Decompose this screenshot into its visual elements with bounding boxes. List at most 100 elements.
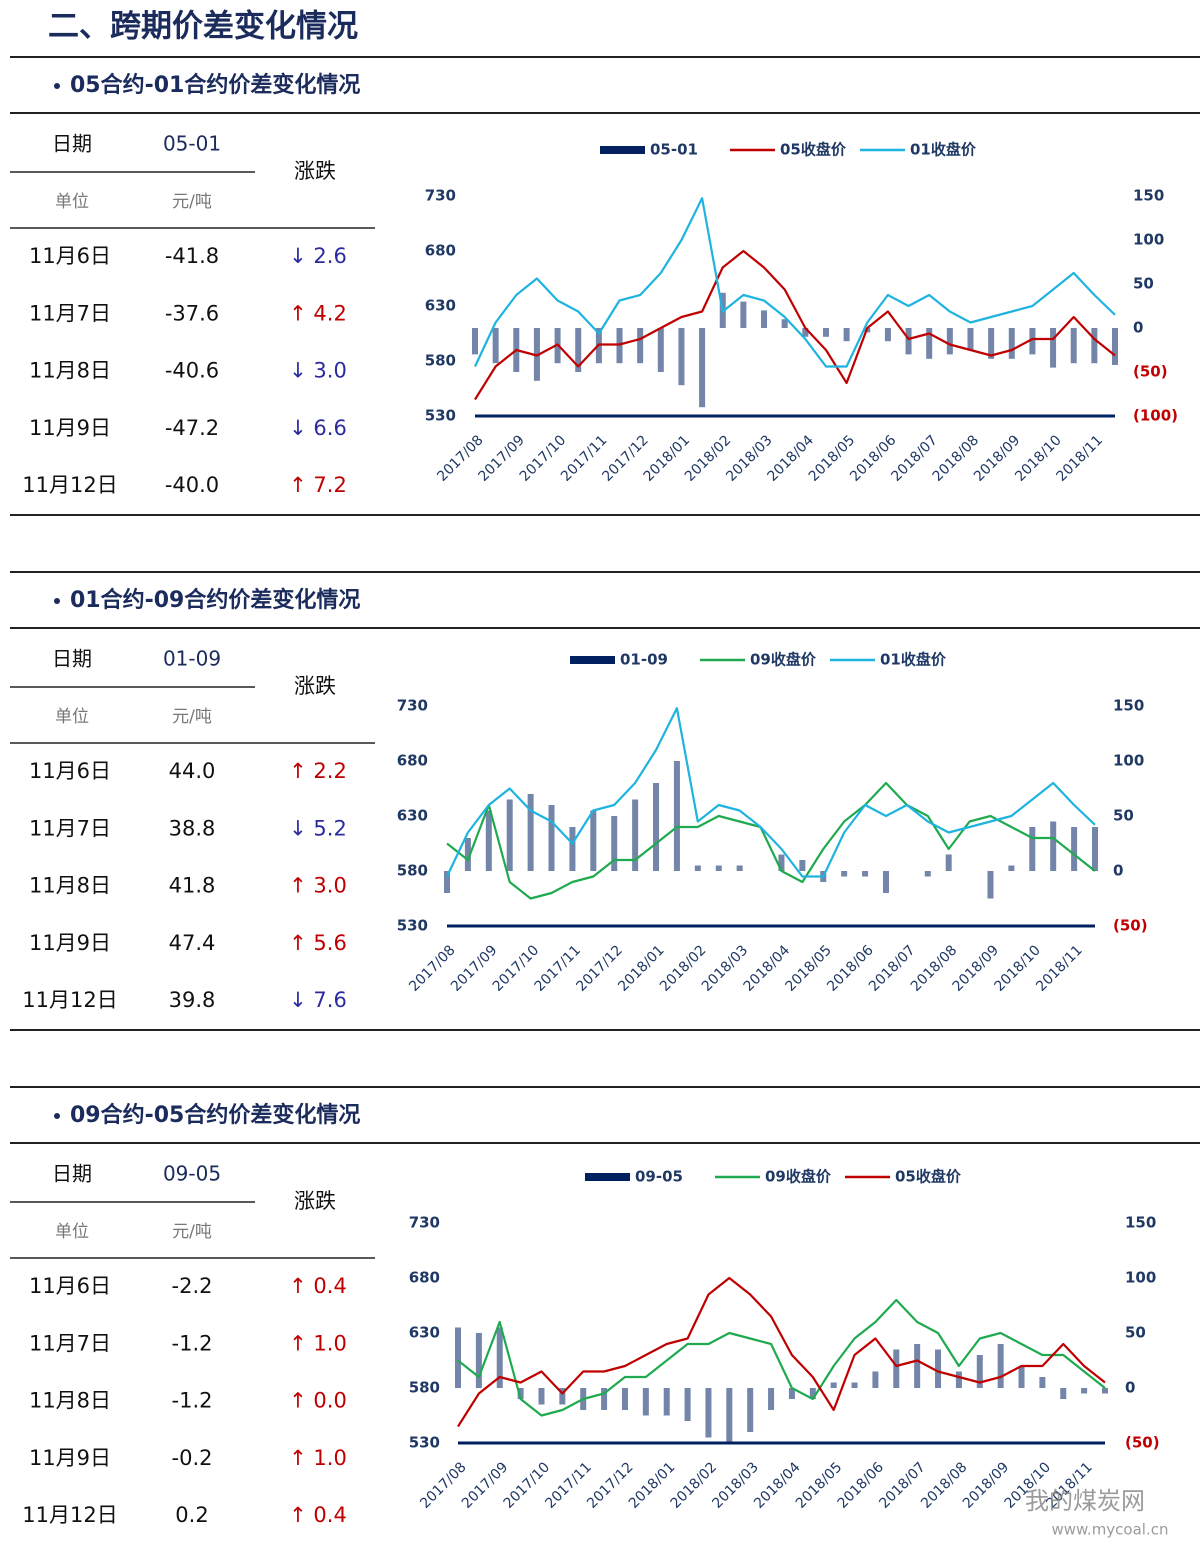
bar xyxy=(1039,1377,1046,1388)
section-title: 09合约-05合约价差变化情况 xyxy=(70,1102,360,1128)
bar xyxy=(699,328,706,408)
bar xyxy=(1008,328,1015,359)
y2-tick-label: (50) xyxy=(1133,363,1168,381)
table-value: -47.2 xyxy=(165,416,219,440)
watermark: 我的煤炭网 xyxy=(1025,1487,1145,1515)
table-date: 11月6日 xyxy=(29,244,111,268)
bar xyxy=(1029,328,1036,355)
legend-swatch xyxy=(600,146,645,154)
table-change: ↑ 0.4 xyxy=(289,1274,347,1298)
legend-label: 09收盘价 xyxy=(765,1168,832,1186)
table-date: 11月8日 xyxy=(29,359,111,383)
bar xyxy=(601,1388,608,1410)
legend-label: 01收盘价 xyxy=(910,141,977,159)
bar xyxy=(1102,1388,1108,1394)
y-tick-label: 530 xyxy=(409,1434,440,1452)
bar xyxy=(882,871,889,893)
table-change: ↓ 6.6 xyxy=(289,416,347,440)
bar xyxy=(590,810,597,871)
bar xyxy=(569,827,576,871)
bar xyxy=(1060,1388,1067,1399)
table-value: 41.8 xyxy=(169,874,216,898)
bar xyxy=(843,328,850,342)
bar xyxy=(726,1388,733,1443)
table-header: 日期 xyxy=(52,647,92,671)
y2-tick-label: (100) xyxy=(1133,407,1178,425)
y-tick-label: 680 xyxy=(425,242,456,260)
table-header: 涨跌 xyxy=(294,159,336,183)
legend-label: 05收盘价 xyxy=(895,1168,962,1186)
bar xyxy=(653,783,660,871)
bar xyxy=(632,799,639,871)
table-date: 11月7日 xyxy=(29,816,111,840)
y-tick-label: 680 xyxy=(409,1269,440,1287)
table-change: ↓ 2.6 xyxy=(289,244,347,268)
bar xyxy=(1071,827,1078,871)
bar xyxy=(926,328,933,359)
table-change: ↑ 3.0 xyxy=(289,874,347,898)
table-change: ↑ 2.2 xyxy=(289,759,347,783)
table-header: 09-05 xyxy=(163,1162,221,1186)
table-date: 11月9日 xyxy=(29,1446,111,1470)
legend-swatch xyxy=(585,1173,630,1181)
x-tick-label: 2018/11 xyxy=(1054,432,1106,484)
table-date: 11月6日 xyxy=(29,759,111,783)
bar xyxy=(736,865,743,871)
bar xyxy=(538,1388,545,1405)
bar xyxy=(694,865,701,871)
y-tick-label: 730 xyxy=(397,697,428,715)
table-value: 47.4 xyxy=(169,931,216,955)
table-header: 日期 xyxy=(52,1162,92,1186)
bar xyxy=(1029,827,1036,871)
bar xyxy=(611,816,618,871)
y2-tick-label: 150 xyxy=(1125,1214,1156,1232)
table-header: 01-09 xyxy=(163,647,221,671)
table-change: ↑ 1.0 xyxy=(289,1446,347,1470)
bar xyxy=(464,838,471,871)
y-tick-label: 580 xyxy=(397,862,428,880)
table-unit: 元/吨 xyxy=(172,707,212,727)
y2-tick-label: 0 xyxy=(1133,319,1143,337)
table-change: ↑ 1.0 xyxy=(289,1331,347,1355)
legend-label: 05-01 xyxy=(650,141,698,159)
bar xyxy=(788,1388,795,1399)
y2-tick-label: 100 xyxy=(1133,231,1164,249)
bar xyxy=(616,328,623,364)
y-tick-label: 630 xyxy=(397,807,428,825)
bar xyxy=(935,1349,942,1388)
x-tick-label: 2018/11 xyxy=(1033,942,1085,994)
y-tick-label: 530 xyxy=(425,407,456,425)
legend-label: 05收盘价 xyxy=(780,141,847,159)
bar xyxy=(988,328,995,359)
bar xyxy=(642,1388,649,1416)
table-unit: 单位 xyxy=(55,192,89,212)
table-header: 05-01 xyxy=(163,132,221,156)
table-value: -0.2 xyxy=(172,1446,213,1470)
table-date: 11月12日 xyxy=(22,1503,117,1527)
table-change: ↑ 4.2 xyxy=(289,301,347,325)
bar xyxy=(946,328,953,355)
table-unit: 单位 xyxy=(55,1222,89,1242)
bar xyxy=(1050,328,1057,368)
bar xyxy=(506,799,513,871)
bar xyxy=(1050,821,1057,871)
legend-label: 09-05 xyxy=(635,1168,683,1186)
bar xyxy=(997,1344,1004,1388)
bar xyxy=(527,794,534,871)
bar xyxy=(673,761,680,871)
bar xyxy=(747,1388,754,1432)
table-value: 44.0 xyxy=(169,759,216,783)
bar xyxy=(822,328,829,337)
bar xyxy=(945,854,952,871)
table-date: 11月7日 xyxy=(29,1331,111,1355)
bullet xyxy=(54,83,60,89)
y2-tick-label: (50) xyxy=(1125,1434,1160,1452)
bar xyxy=(1070,328,1077,364)
table-value: -40.6 xyxy=(165,359,219,383)
bar xyxy=(872,1371,879,1388)
line xyxy=(457,1298,1106,1417)
y2-tick-label: 100 xyxy=(1125,1269,1156,1287)
bar xyxy=(740,301,747,328)
table-change: ↑ 5.6 xyxy=(289,931,347,955)
